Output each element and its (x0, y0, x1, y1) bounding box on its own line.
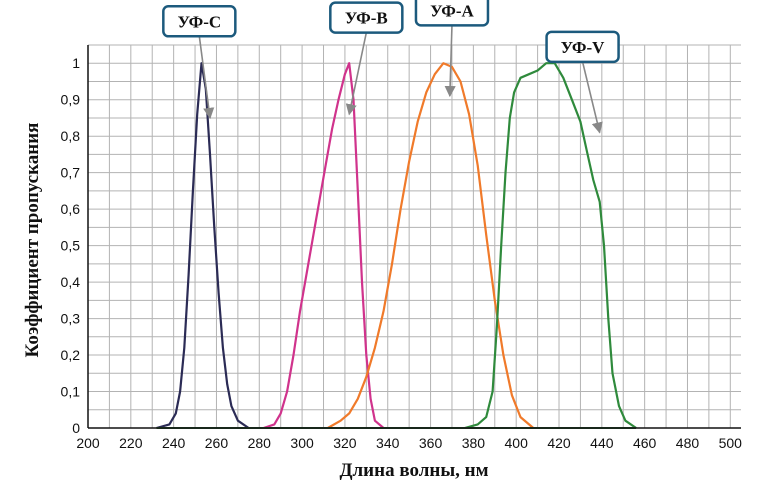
callout-box (329, 1, 404, 34)
y-tick-label: 0,9 (61, 92, 81, 108)
x-tick-label: 320 (333, 435, 357, 451)
y-tick-label: 1 (72, 55, 80, 71)
x-tick-label: 500 (719, 435, 743, 451)
y-tick-labels: 0 0,1 0,2 0,3 0,4 0,5 0,6 0,7 0,8 0,9 1 (61, 55, 81, 436)
series-line (263, 62, 385, 430)
callout-label: УФ-А (430, 1, 474, 20)
y-tick-label: 0,7 (61, 165, 81, 181)
x-tick-labels: 200 220 240 260 280 300 320 340 360 380 400 420 440 4… (76, 435, 742, 451)
x-tick-label: 460 (633, 435, 657, 451)
y-tick-label: 0,3 (61, 311, 81, 327)
x-tick-label: 420 (547, 435, 571, 451)
x-tick-label: 360 (419, 435, 443, 451)
x-axis-title: Длина волны, нм (339, 460, 488, 481)
y-tick-label: 0,4 (61, 274, 81, 290)
x-tick-label: 220 (119, 435, 143, 451)
x-tick-label: 380 (462, 435, 486, 451)
x-tick-label: 480 (676, 435, 700, 451)
y-tick-label: 0,5 (61, 238, 81, 254)
callouts: УФ-С УФ-В УФ-А УФ-V (162, 0, 620, 134)
x-tick-label: 300 (290, 435, 314, 451)
series-line (464, 62, 637, 430)
y-tick-label: 0,8 (61, 128, 81, 144)
y-tick-label: 0,6 (61, 201, 81, 217)
callout-box (545, 30, 620, 64)
series-line (327, 62, 535, 429)
x-tick-label: 340 (376, 435, 400, 451)
x-tick-label: 400 (505, 435, 529, 451)
y-tick-label: 0,1 (61, 384, 81, 400)
callout-arrow (345, 32, 368, 116)
x-tick-label: 240 (162, 435, 186, 451)
series-line (156, 62, 250, 430)
callout-box (162, 5, 237, 38)
x-tick-label: 280 (248, 435, 272, 451)
callout-label: УФ-V (561, 38, 605, 57)
y-tick-label: 0 (72, 420, 80, 436)
callout-label: УФ-С (177, 12, 221, 31)
callout-arrow (581, 61, 603, 134)
callout-arrow (198, 36, 215, 120)
callout-label: УФ-В (345, 9, 388, 28)
grid (87, 44, 741, 429)
callout-box (414, 0, 490, 27)
x-tick-label: 440 (590, 435, 614, 451)
y-tick-label: 0,2 (61, 347, 81, 363)
x-tick-label: 260 (205, 435, 229, 451)
callout-arrow (444, 25, 456, 98)
y-axis-title: Коэффициент пропускания (22, 123, 43, 358)
x-tick-label: 200 (76, 435, 100, 451)
axes (87, 45, 741, 429)
